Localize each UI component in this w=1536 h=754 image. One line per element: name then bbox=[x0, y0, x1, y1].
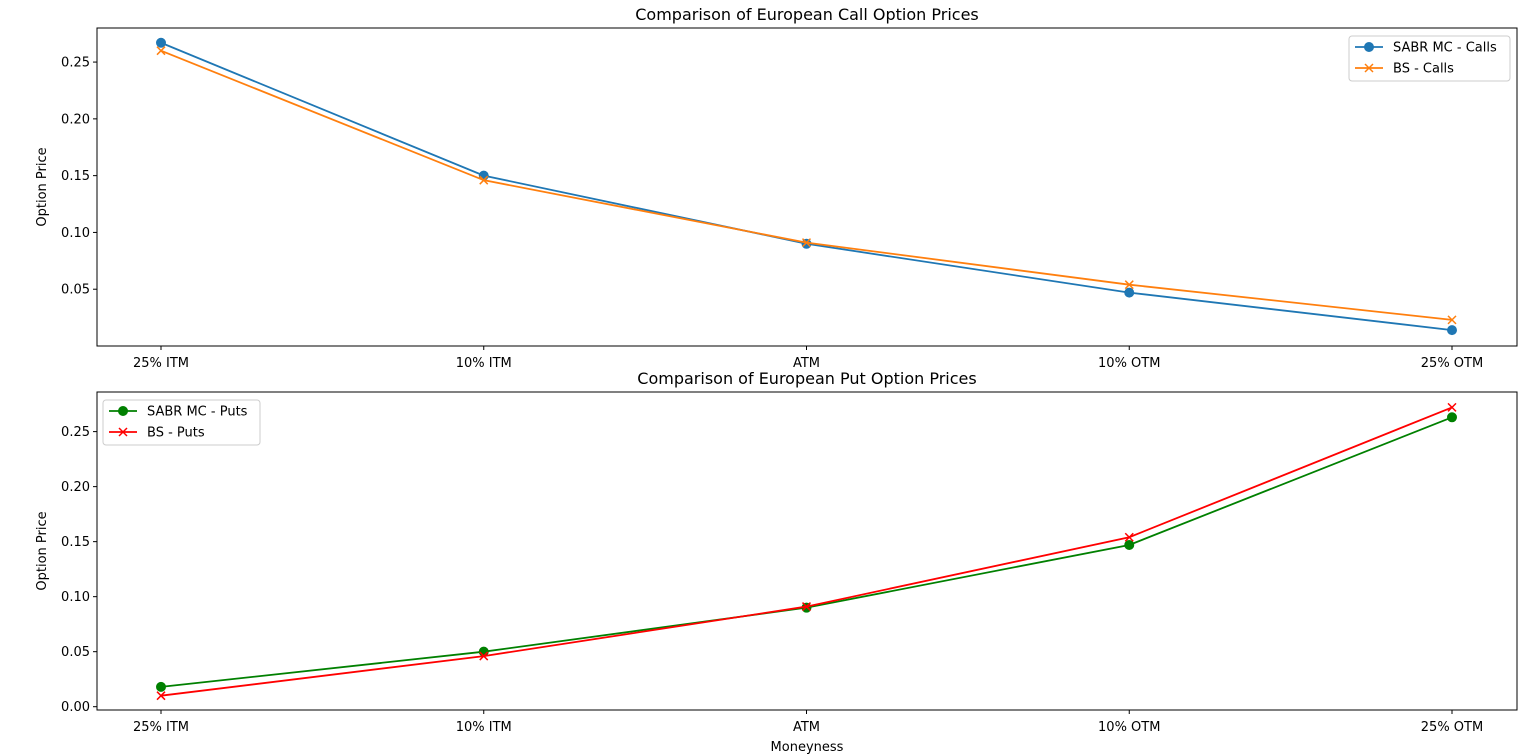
data-point bbox=[801, 602, 812, 612]
legend-item: BS - Puts bbox=[109, 426, 205, 441]
chart-title: Comparison of European Call Option Price… bbox=[635, 5, 979, 24]
data-point bbox=[1447, 412, 1457, 423]
chart-panel-1: Comparison of European Call Option Price… bbox=[35, 5, 1518, 371]
y-tick-label: 0.25 bbox=[61, 56, 90, 71]
legend-item: BS - Calls bbox=[1355, 62, 1454, 77]
chart-panel-2: Comparison of European Put Option Prices… bbox=[35, 369, 1518, 754]
legend: SABR MC - Puts BS - Puts bbox=[102, 399, 261, 446]
legend-item: SABR MC - Calls bbox=[1355, 41, 1497, 56]
x-tick-label: 10% OTM bbox=[1098, 720, 1160, 735]
data-point bbox=[118, 406, 128, 416]
y-tick-label: 0.20 bbox=[61, 480, 90, 495]
legend-label: BS - Calls bbox=[1393, 62, 1454, 77]
legend-label: SABR MC - Puts bbox=[147, 405, 248, 420]
data-point bbox=[1124, 280, 1134, 290]
series-1 bbox=[156, 412, 1457, 692]
legend-label: BS - Puts bbox=[147, 426, 205, 441]
x-tick-label: 25% ITM bbox=[133, 356, 189, 371]
y-tick-label: 0.15 bbox=[61, 169, 90, 184]
legend-box bbox=[102, 399, 261, 446]
series-2 bbox=[156, 402, 1457, 701]
y-tick-label: 0.25 bbox=[61, 425, 90, 440]
plot-area-frame bbox=[96, 391, 1518, 711]
data-point bbox=[118, 427, 128, 437]
y-tick-label: 0.10 bbox=[61, 590, 90, 605]
data-point bbox=[1447, 402, 1457, 412]
y-tick-label: 0.00 bbox=[61, 700, 90, 715]
x-tick-label: ATM bbox=[793, 720, 820, 735]
y-tick-label: 0.15 bbox=[61, 535, 90, 550]
y-tick-label: 0.20 bbox=[61, 112, 90, 127]
legend-item: SABR MC - Puts bbox=[109, 405, 248, 420]
data-point bbox=[1364, 63, 1374, 73]
y-tick-label: 0.10 bbox=[61, 226, 90, 241]
legend: SABR MC - Calls BS - Calls bbox=[1348, 35, 1511, 82]
data-point bbox=[1124, 532, 1134, 542]
data-point bbox=[1124, 539, 1135, 550]
chart-title: Comparison of European Put Option Prices bbox=[637, 369, 976, 388]
series-line bbox=[160, 49, 1453, 321]
data-point bbox=[479, 651, 489, 661]
y-tick-label: 0.05 bbox=[61, 283, 90, 298]
data-point bbox=[156, 46, 166, 56]
y-axis-label: Option Price bbox=[35, 147, 50, 226]
plot-area-frame bbox=[96, 27, 1518, 347]
data-point bbox=[1124, 287, 1135, 298]
legend-label: SABR MC - Calls bbox=[1393, 41, 1497, 56]
data-point bbox=[801, 238, 812, 248]
x-tick-label: 25% OTM bbox=[1421, 356, 1483, 371]
series-line bbox=[160, 41, 1453, 331]
x-tick-label: 25% OTM bbox=[1421, 720, 1483, 735]
data-point bbox=[1447, 315, 1457, 325]
x-axis-label: Moneyness bbox=[771, 740, 844, 754]
series-line bbox=[160, 416, 1453, 688]
data-point bbox=[156, 681, 166, 692]
data-point bbox=[1364, 42, 1374, 52]
x-tick-label: 25% ITM bbox=[133, 720, 189, 735]
x-tick-label: ATM bbox=[793, 356, 820, 371]
data-point bbox=[156, 691, 166, 701]
x-tick-label: 10% OTM bbox=[1098, 356, 1160, 371]
series-line bbox=[160, 406, 1453, 697]
x-tick-label: 10% ITM bbox=[456, 356, 512, 371]
y-axis-label: Option Price bbox=[35, 511, 50, 590]
legend-box bbox=[1348, 35, 1511, 82]
series-1 bbox=[156, 37, 1457, 336]
x-tick-label: 10% ITM bbox=[456, 720, 512, 735]
data-point bbox=[1447, 325, 1457, 336]
y-tick-label: 0.05 bbox=[61, 645, 90, 660]
data-point bbox=[156, 37, 166, 48]
data-point bbox=[479, 175, 489, 185]
series-2 bbox=[156, 46, 1457, 325]
